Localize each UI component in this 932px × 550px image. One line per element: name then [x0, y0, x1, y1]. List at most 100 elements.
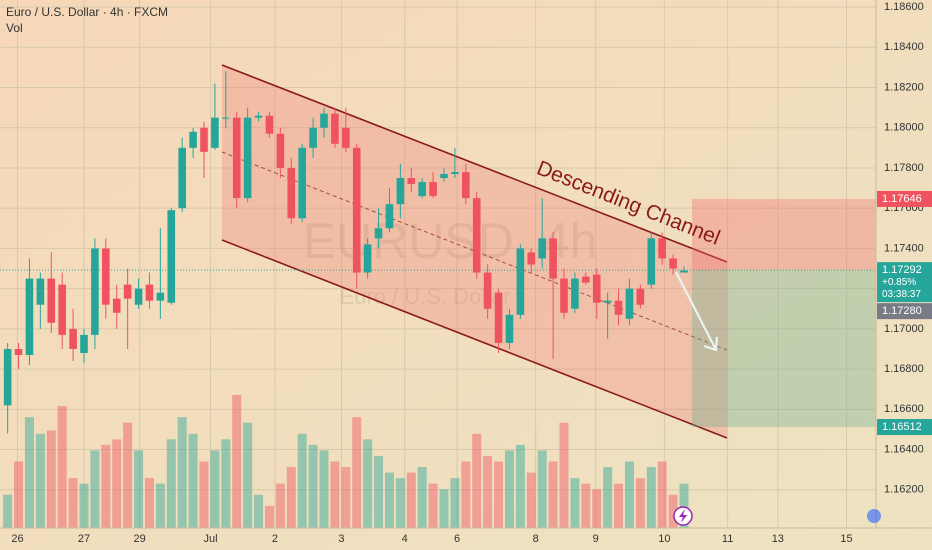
candle-body — [298, 147, 306, 219]
candle-body — [505, 314, 514, 343]
volume-bar — [177, 417, 187, 528]
volume-bar — [624, 461, 634, 528]
y-tick-label: 1.17800 — [884, 162, 924, 174]
candle-body — [69, 328, 77, 349]
volume-bar — [144, 478, 154, 528]
candle-body — [603, 300, 612, 303]
candle-body — [243, 117, 252, 199]
volume-bar — [297, 433, 307, 528]
volume-bar — [134, 450, 144, 528]
volume-bar — [559, 422, 569, 528]
prev-price-tag — [877, 303, 932, 320]
candle-body — [342, 127, 350, 148]
volume-bar — [90, 450, 100, 528]
event-icon[interactable] — [867, 509, 881, 523]
y-tick-label: 1.16200 — [884, 484, 924, 496]
last-price-label: 1.17292 — [882, 264, 922, 276]
volume-bar — [330, 461, 340, 528]
y-tick-label: 1.18600 — [884, 1, 924, 13]
candle-body — [14, 348, 23, 356]
watermark: EURUSD, 4h — [303, 213, 598, 269]
candle-body — [123, 284, 132, 299]
candle-body — [571, 278, 579, 309]
candle-body — [47, 278, 56, 323]
x-tick-label: 10 — [658, 533, 670, 545]
candle-body — [560, 278, 568, 313]
chart-title: Euro / U.S. Dollar · 4h · FXCM — [6, 5, 168, 19]
y-tick-label: 1.18000 — [884, 122, 924, 134]
y-tick-label: 1.18200 — [884, 81, 924, 93]
volume-bar — [3, 494, 13, 528]
volume-bar — [570, 478, 580, 528]
volume-bar — [504, 450, 514, 528]
candle-body — [309, 127, 317, 148]
y-tick-label: 1.17400 — [884, 242, 924, 254]
volume-bar — [264, 505, 274, 528]
candle-body — [647, 238, 656, 285]
volume-bar — [668, 494, 678, 528]
x-tick-label: 4 — [402, 533, 408, 545]
volume-bar — [199, 461, 209, 528]
candle-body — [102, 248, 110, 305]
volume-bar — [679, 483, 689, 528]
x-tick-label: 8 — [533, 533, 539, 545]
candle-body — [407, 178, 416, 185]
volume-bar — [417, 467, 427, 528]
volume-bar — [243, 422, 253, 528]
volume-bar — [592, 489, 602, 528]
x-tick-label: 26 — [11, 533, 23, 545]
stop-price-label: 1.17646 — [882, 193, 922, 205]
candle-body — [91, 248, 99, 335]
candle-body — [516, 248, 525, 315]
volume-bar — [494, 461, 504, 528]
last-price-tag — [877, 262, 932, 303]
y-tick-label: 1.16800 — [884, 363, 924, 375]
volume-bar — [275, 483, 285, 528]
channel-lower — [221, 239, 728, 439]
candle-body — [222, 117, 230, 119]
volume-bar — [635, 478, 645, 528]
volume-bar — [286, 467, 296, 528]
volume-bar — [341, 467, 351, 528]
volume-bar — [472, 433, 482, 528]
target-price-tag — [877, 419, 932, 436]
volume-bar — [68, 478, 78, 528]
projection-arrow — [675, 271, 719, 352]
candle-body — [189, 131, 197, 148]
candle-body — [494, 292, 503, 343]
volume-bar — [384, 472, 394, 528]
reward-box — [692, 270, 876, 428]
candle-body — [614, 300, 623, 315]
volume-bar — [646, 467, 656, 528]
candle-body — [112, 298, 121, 313]
channel-upper — [221, 64, 728, 263]
candle-body — [276, 133, 285, 168]
candle-body — [287, 167, 296, 219]
volume-bar — [123, 422, 133, 528]
lightning-icon[interactable] — [673, 506, 693, 526]
volume-bar — [254, 494, 264, 528]
volume-bar — [614, 483, 624, 528]
volume-bar — [14, 461, 24, 528]
y-tick-label: 1.16400 — [884, 443, 924, 455]
candle-body — [134, 288, 143, 305]
volume-bar — [603, 467, 613, 528]
stop-price-tag — [877, 190, 932, 207]
volume-bar — [319, 450, 329, 528]
volume-bar — [46, 430, 56, 528]
candle-body — [472, 198, 481, 273]
volume-label: Vol — [6, 21, 23, 35]
candle-body — [254, 115, 263, 118]
candle-body — [451, 171, 459, 174]
volume-bar — [483, 455, 493, 528]
candle-body — [527, 252, 536, 265]
volume-bar — [188, 433, 198, 528]
candle-body — [352, 147, 361, 273]
volume-bar — [515, 444, 525, 528]
volume-bar — [395, 478, 405, 528]
volume-bar — [428, 483, 438, 528]
candle-body — [200, 127, 208, 152]
x-tick-label: 11 — [722, 533, 733, 545]
candle-body — [211, 117, 219, 148]
